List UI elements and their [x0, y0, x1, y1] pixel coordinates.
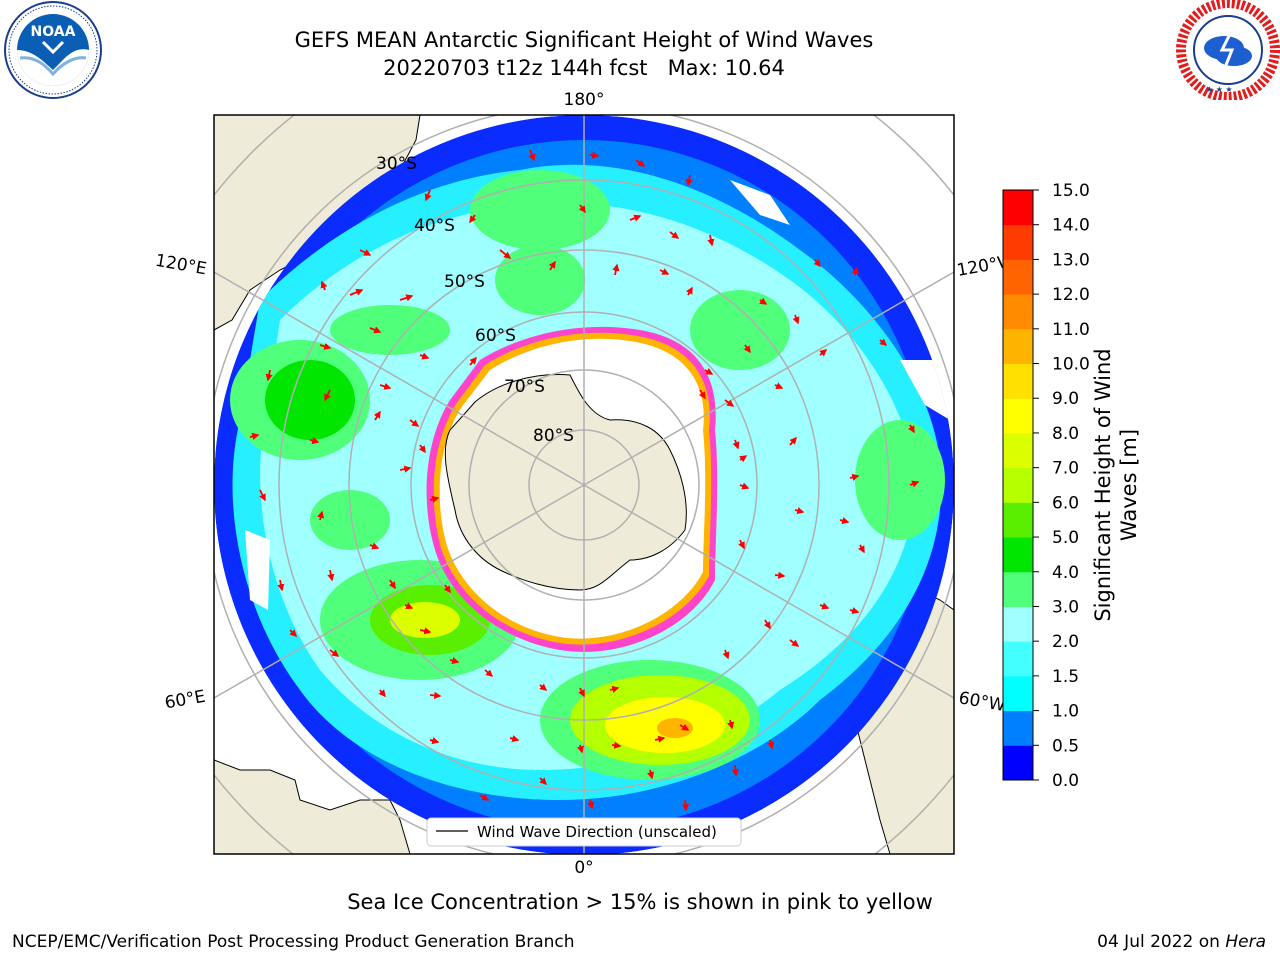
- colorbar-tick-label: 7.0: [1052, 459, 1079, 479]
- colorbar-tick-label: 3.0: [1052, 597, 1079, 617]
- colorbar-segment: [1003, 259, 1033, 295]
- chart-title: GEFS MEAN Antarctic Significant Height o…: [0, 26, 1168, 82]
- colorbar-segment: [1003, 190, 1033, 226]
- colorbar-label-line-1: Significant Height of Wind: [1091, 348, 1115, 622]
- colorbar-segment: [1003, 328, 1033, 365]
- colorbar-tick-label: 2.0: [1052, 632, 1079, 652]
- colorbar-tick-label: 1.5: [1052, 667, 1079, 687]
- colorbar-segment: [1003, 502, 1033, 538]
- footer-date-text: 04 Jul 2022 on: [1097, 932, 1226, 952]
- colorbar-tick-label: 1.0: [1052, 702, 1079, 722]
- colorbar-segment: [1003, 363, 1033, 399]
- map-frame: [213, 114, 955, 855]
- noaa-logo: NOAA: [4, 1, 102, 99]
- sea-ice-note: Sea Ice Concentration > 15% is shown in …: [347, 890, 933, 914]
- lon-label-0: 0°: [574, 858, 593, 878]
- colorbar-segment: [1003, 606, 1033, 642]
- colorbar-tick-label: 11.0: [1052, 320, 1090, 340]
- colorbar-label-line-2: Waves [m]: [1117, 428, 1141, 542]
- colorbar-segment: [1003, 432, 1033, 469]
- colorbar-segment: [1003, 641, 1033, 677]
- colorbar-tick-label: 0.5: [1052, 736, 1079, 756]
- lat-label-30s: 30°S: [376, 154, 417, 174]
- antarctica: [444, 374, 687, 591]
- colorbar-tick-label: 14.0: [1052, 216, 1090, 236]
- graticule: [214, 115, 954, 854]
- colorbar-tick-label: 13.0: [1052, 250, 1090, 270]
- colorbar-tick-label: 4.0: [1052, 563, 1079, 583]
- colorbar-segment: [1003, 398, 1033, 434]
- lat-label-60s: 60°S: [475, 326, 516, 346]
- footer-date: 04 Jul 2022 on Hera: [1097, 932, 1266, 952]
- footer-host: Hera: [1225, 932, 1266, 952]
- lat-label-70s: 70°S: [504, 377, 545, 397]
- colorbar-segment: [1003, 710, 1033, 746]
- colorbar-tick-label: 9.0: [1052, 389, 1079, 409]
- colorbar-tick-label: 8.0: [1052, 424, 1079, 444]
- colorbar-frame: [1002, 189, 1034, 781]
- lat-label-40s: 40°S: [414, 216, 455, 236]
- lat-label-50s: 50°S: [444, 272, 485, 292]
- colorbar-segment: [1003, 294, 1033, 330]
- lat-label-80s: 80°S: [533, 426, 574, 446]
- colorbar-segment: [1003, 224, 1033, 260]
- lon-label-180: 180°: [564, 90, 605, 110]
- title-line-2: 20220703 t12z 144h fcst Max: 10.64: [383, 56, 785, 80]
- svg-text:★ ★ ★: ★ ★ ★: [1206, 85, 1233, 94]
- colorbar-tick-label: 0.0: [1052, 771, 1079, 791]
- colorbar-segment: [1003, 537, 1033, 573]
- colorbar-tick-label: 12.0: [1052, 285, 1090, 305]
- legend-label: Wind Wave Direction (unscaled): [477, 823, 717, 841]
- colorbar-segment: [1003, 675, 1033, 712]
- colorbar-tick-label: 15.0: [1052, 181, 1090, 201]
- wave-direction-legend: Wind Wave Direction (unscaled): [426, 817, 742, 847]
- colorbar-tick-label: 6.0: [1052, 493, 1079, 513]
- colorbar-tick-label: 5.0: [1052, 528, 1079, 548]
- footer-branch: NCEP/EMC/Verification Post Processing Pr…: [12, 932, 575, 952]
- wave-direction-arrows: [249, 149, 920, 812]
- colorbar-segment: [1003, 571, 1033, 607]
- colorbar-segment: [1003, 467, 1033, 503]
- colorbar-segment: [1003, 745, 1033, 781]
- title-line-1: GEFS MEAN Antarctic Significant Height o…: [294, 28, 874, 52]
- colorbar-tick-label: 10.0: [1052, 355, 1090, 375]
- nws-logo: ★ ★ ★: [1176, 0, 1280, 100]
- svg-text:NOAA: NOAA: [31, 24, 76, 40]
